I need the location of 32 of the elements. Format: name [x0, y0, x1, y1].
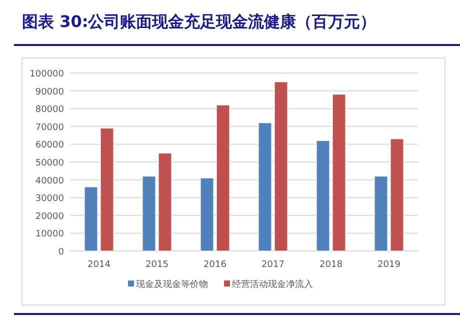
chart-title: 图表 30:公司账面现金充足现金流健康（百万元） [22, 12, 376, 31]
bar [142, 176, 156, 252]
x-tick-label: 2018 [320, 260, 343, 270]
legend-label: 经营活动现金净流入 [232, 279, 313, 290]
y-tick-label: 90000 [35, 87, 64, 98]
x-tick-label: 2019 [378, 260, 401, 270]
bar [390, 138, 404, 252]
bar [216, 104, 230, 252]
y-tick-label: 30000 [35, 194, 64, 204]
x-tick-label: 2015 [146, 260, 168, 270]
x-tick-label: 2017 [262, 260, 284, 270]
x-tick-label: 2014 [88, 260, 111, 270]
bar [274, 82, 288, 252]
y-tick-label: 100000 [30, 70, 64, 80]
bar [258, 122, 272, 252]
bar [200, 178, 214, 252]
y-tick-label: 40000 [35, 176, 64, 186]
bar [316, 140, 330, 252]
legend-label: 现金及现金等价物 [136, 279, 208, 290]
bar [158, 152, 172, 252]
bar [100, 128, 114, 252]
y-tick-label: 20000 [35, 212, 64, 222]
x-tick-label: 2016 [204, 260, 227, 270]
y-tick-label: 60000 [35, 140, 64, 151]
bar [374, 176, 388, 252]
y-tick-label: 50000 [35, 158, 64, 168]
y-tick-label: 70000 [35, 122, 64, 133]
y-tick-label: 80000 [35, 105, 64, 116]
y-tick-label: 10000 [35, 230, 64, 240]
bar [84, 186, 98, 252]
bar [332, 94, 346, 252]
y-tick-label: 0 [58, 248, 64, 258]
